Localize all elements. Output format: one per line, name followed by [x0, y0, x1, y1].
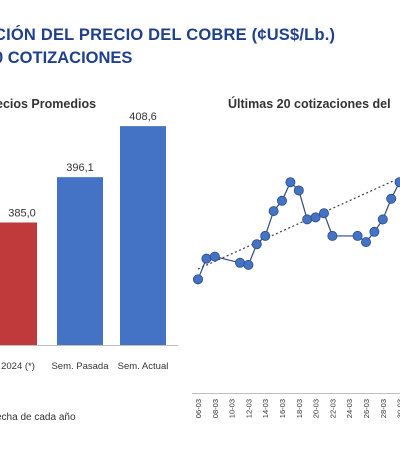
chart-title-line2: 0 COTIZACIONES — [0, 49, 133, 67]
x-tick-label: 10-03 — [228, 399, 237, 418]
x-tick-label: 28-03 — [379, 399, 388, 418]
data-point — [201, 253, 212, 264]
x-tick-label: 06-03 — [194, 399, 203, 418]
bar-chart: 385,0 2024 (*) 396,1 Sem. Pasada 408,6 Sem. A… — [0, 111, 178, 372]
data-point — [360, 237, 371, 248]
x-tick-label: 14-03 — [261, 399, 270, 418]
bar-chart-title: ecios Promedios — [0, 97, 97, 111]
bar — [57, 177, 103, 345]
data-point — [234, 257, 245, 268]
line-chart-title: Últimas 20 cotizaciones del — [228, 97, 391, 111]
data-point — [251, 239, 262, 250]
bar-category-label: Sem. Actual — [118, 361, 169, 372]
data-point — [243, 259, 254, 270]
bar-value-label: 408,6 — [129, 111, 157, 123]
data-point — [377, 214, 388, 225]
bar — [120, 126, 166, 345]
data-point — [369, 226, 380, 237]
x-tick-label: 20-03 — [312, 399, 321, 418]
bar-category-label: 2024 (*) — [1, 361, 35, 372]
bar-value-label: 385,0 — [8, 208, 36, 220]
x-tick-label: 08-03 — [211, 399, 220, 418]
data-point — [192, 274, 203, 285]
data-point — [285, 177, 296, 188]
data-point — [318, 208, 329, 219]
data-point — [394, 177, 400, 188]
data-point — [386, 193, 397, 204]
x-tick-label: 26-03 — [362, 399, 371, 418]
chart-title-line1: CIÓN DEL PRECIO DEL COBRE (¢US$/Lb.) — [0, 26, 336, 44]
data-point — [260, 230, 271, 241]
bar — [0, 222, 37, 345]
trendline — [197, 177, 400, 270]
series-line — [197, 181, 400, 280]
data-point — [327, 230, 338, 241]
bar-category-label: Sem. Pasada — [51, 361, 109, 372]
data-point — [209, 251, 220, 262]
data-point — [276, 195, 287, 206]
bar-value-label: 396,1 — [66, 162, 94, 174]
data-point — [293, 185, 304, 196]
data-point — [268, 206, 279, 217]
data-point — [302, 214, 313, 225]
x-tick-label: 22-03 — [328, 399, 337, 418]
footnote: echa de cada año — [0, 412, 76, 423]
x-tick-label: 24-03 — [345, 399, 354, 418]
x-tick-label: 12-03 — [244, 399, 253, 418]
data-point — [310, 212, 321, 223]
x-tick-label: 18-03 — [295, 399, 304, 418]
x-tick-label: 16-03 — [278, 399, 287, 418]
x-tick-label: 30-03 — [396, 399, 400, 418]
data-point — [352, 230, 363, 241]
